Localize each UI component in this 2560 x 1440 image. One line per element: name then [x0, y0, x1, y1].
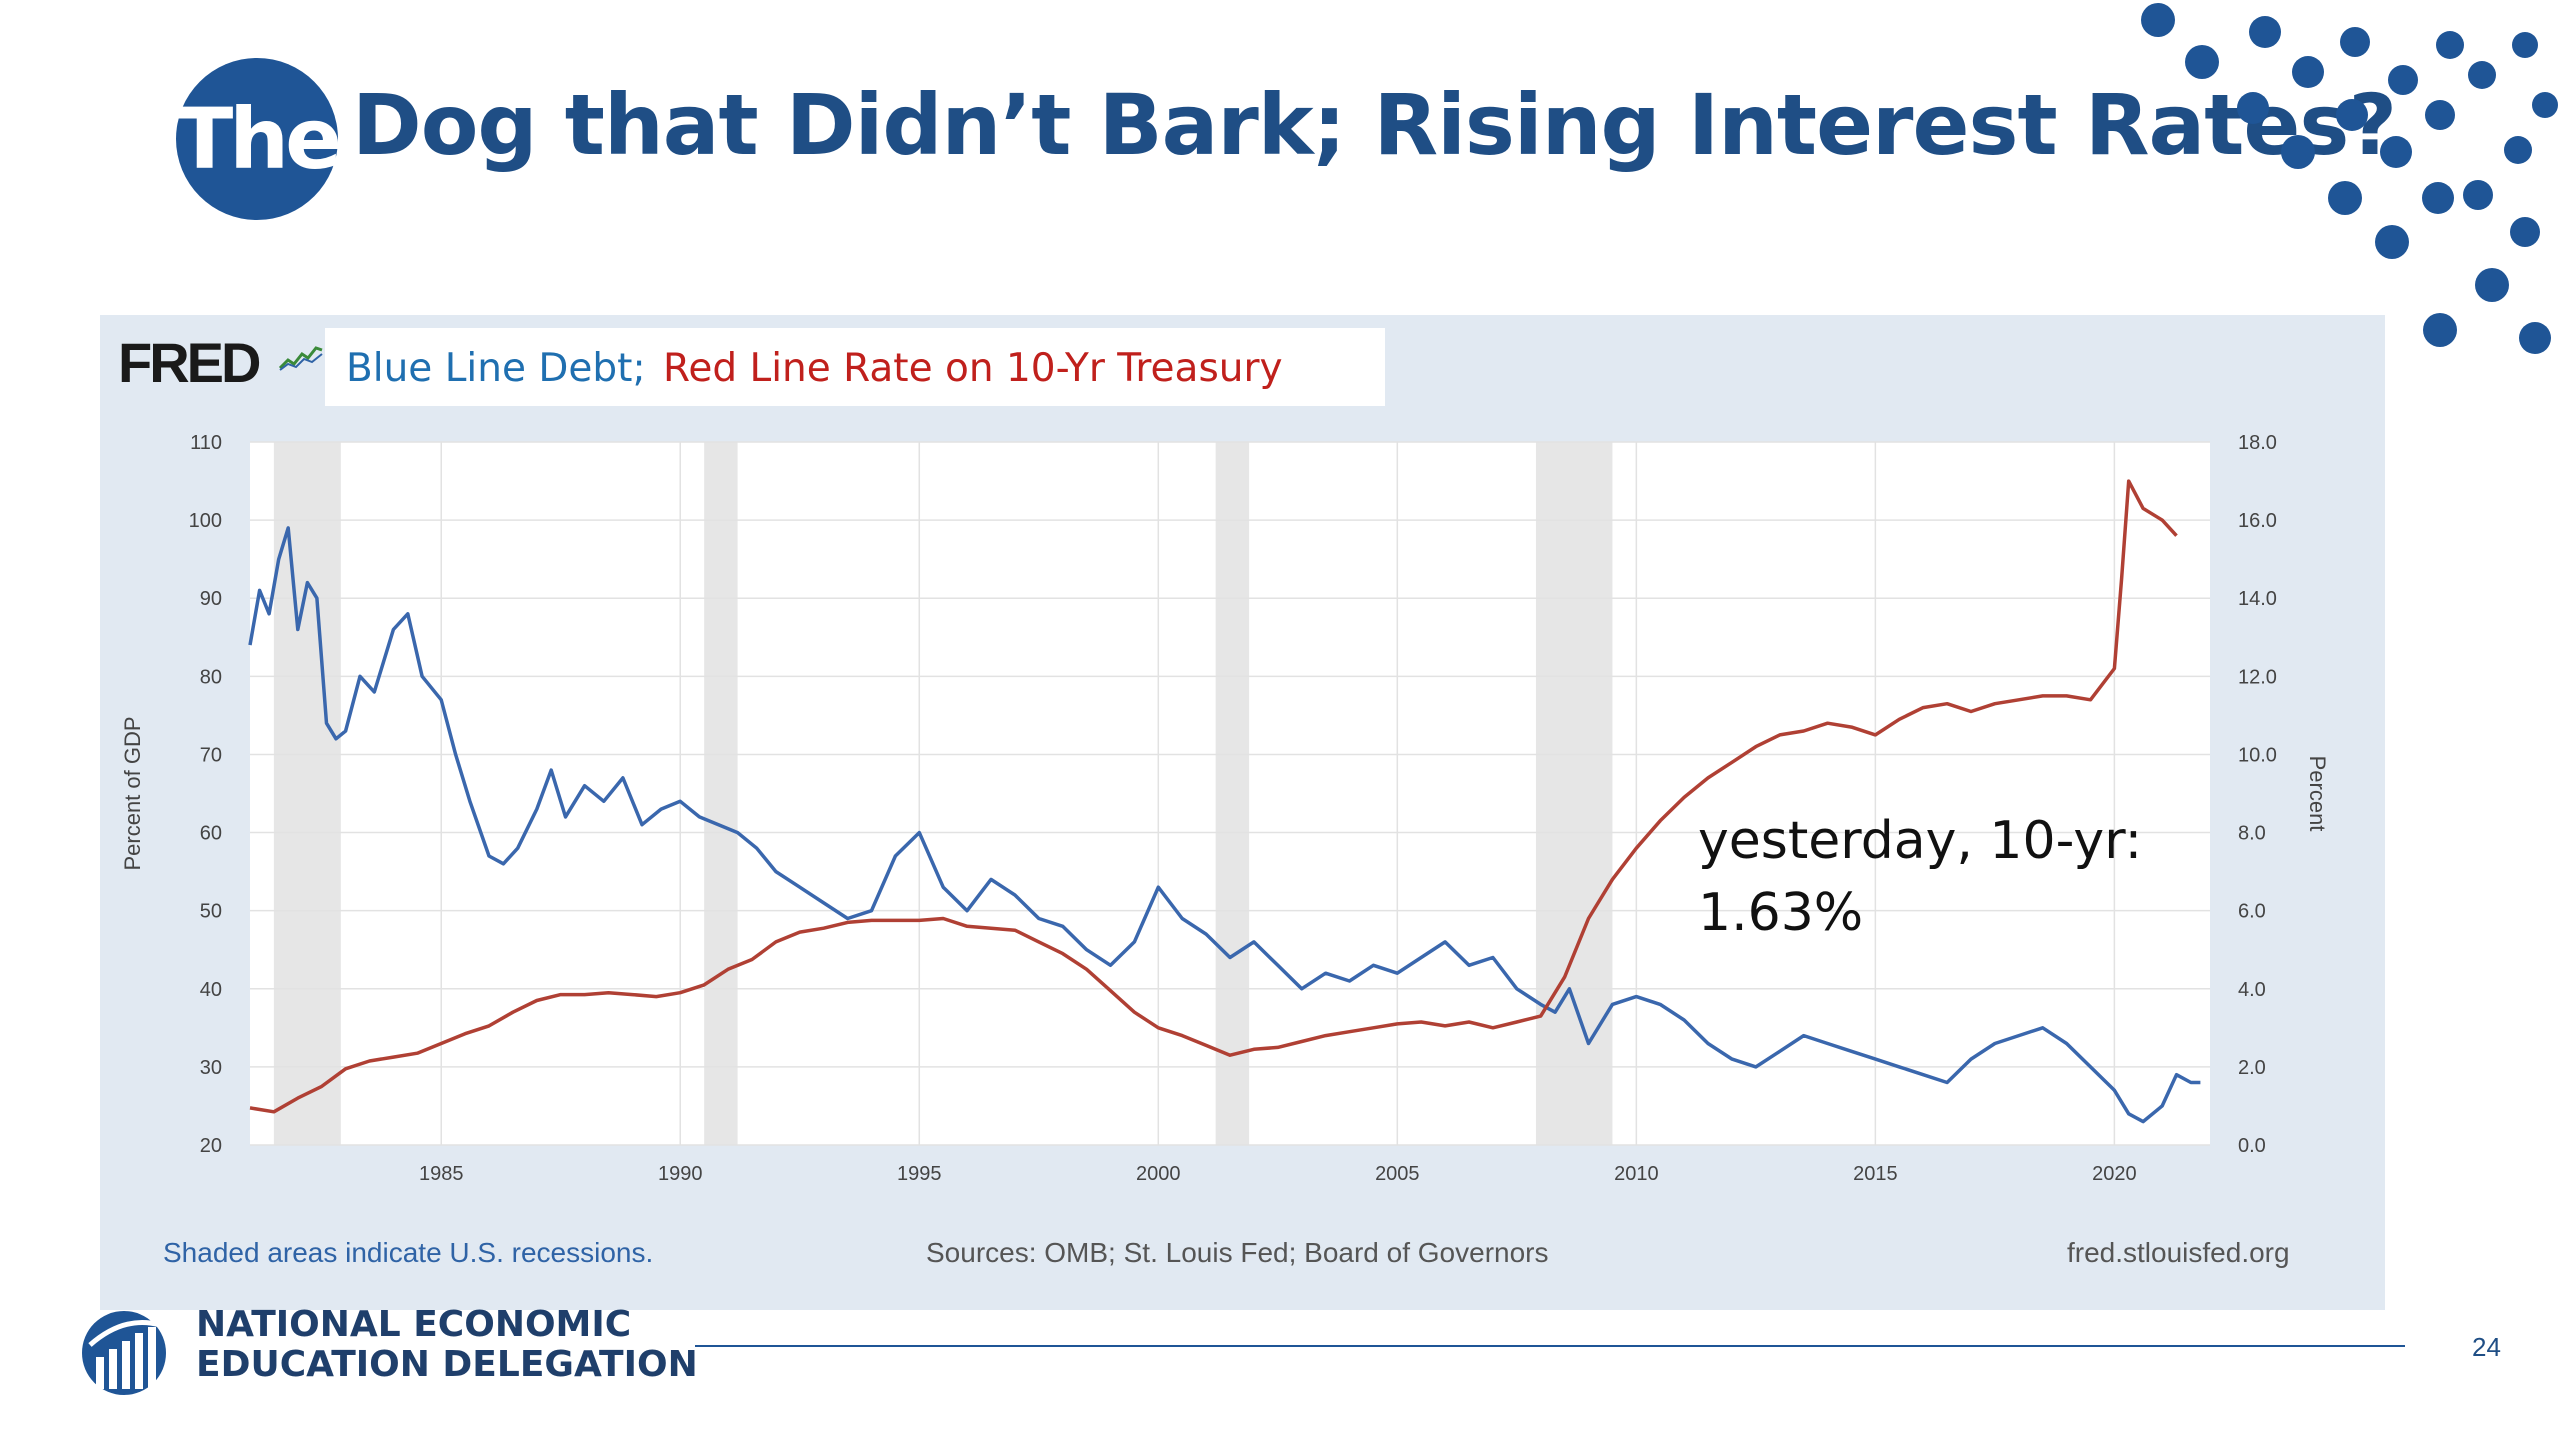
org-name-line1: NATIONAL ECONOMIC	[196, 1304, 632, 1345]
dot	[2141, 3, 2175, 37]
dot	[2380, 136, 2412, 168]
slide-title: The Dog that Didn’t Bark; Rising Interes…	[0, 0, 2560, 240]
x-tick: 2020	[2092, 1163, 2137, 1185]
dot	[2425, 100, 2455, 130]
fred-site-link[interactable]: fred.stlouisfed.org	[2067, 1237, 2290, 1268]
y-right-tick: 16.0	[2238, 510, 2277, 532]
y-right-tick: 18.0	[2238, 432, 2277, 454]
y-left-tick: 80	[200, 666, 222, 688]
recession-band	[1215, 442, 1250, 1145]
y-right-tick: 0.0	[2238, 1135, 2266, 1157]
dot	[2475, 268, 2509, 302]
chart-legend	[325, 328, 1385, 406]
y-right-tick: 2.0	[2238, 1057, 2266, 1079]
dot	[2519, 322, 2551, 354]
annotation-line2: 1.63%	[1698, 883, 1864, 943]
y-right-tick: 10.0	[2238, 744, 2277, 766]
dot	[2336, 99, 2368, 131]
dot	[2375, 225, 2409, 259]
dot	[2468, 61, 2496, 89]
dot	[2512, 32, 2538, 58]
recession-band	[1535, 442, 1613, 1145]
footer-divider	[695, 1345, 2405, 1347]
page-title: Dog that Didn’t Bark; Rising Interest Ra…	[352, 76, 2397, 174]
y-left-tick: 60	[200, 823, 222, 845]
x-tick: 1985	[419, 1163, 464, 1185]
annotation-line1: yesterday, 10-yr:	[1698, 811, 2143, 871]
x-tick: 2015	[1853, 1163, 1898, 1185]
y-left-tick: 70	[200, 744, 222, 766]
legend-debt: Blue Line Debt;	[346, 346, 646, 391]
dot	[2281, 135, 2315, 169]
y-right-tick: 12.0	[2238, 666, 2277, 688]
dot	[2388, 65, 2418, 95]
recession-note: Shaded areas indicate U.S. recessions.	[163, 1237, 654, 1268]
chart-sources: Sources: OMB; St. Louis Fed; Board of Go…	[926, 1237, 1549, 1268]
decorative-dots	[2141, 3, 2558, 354]
dot	[2510, 217, 2540, 247]
x-tick: 1995	[897, 1163, 942, 1185]
y-right-tick: 8.0	[2238, 823, 2266, 845]
recession-band	[273, 442, 341, 1145]
y-right-tick: 4.0	[2238, 979, 2266, 1001]
x-tick: 1990	[658, 1163, 703, 1185]
y-left-tick: 50	[200, 901, 222, 923]
title-circle: The	[176, 58, 342, 220]
page-number: 24	[2472, 1332, 2501, 1362]
dot	[2532, 92, 2558, 118]
rate-series-line	[249, 479, 2178, 1114]
dot	[2504, 136, 2532, 164]
dot	[2423, 313, 2457, 347]
y-left-tick: 100	[189, 510, 222, 532]
y-right-tick: 14.0	[2238, 588, 2277, 610]
y-left-axis-title: Percent of GDP	[120, 716, 145, 870]
chart-annotation: yesterday, 10-yr: 1.63%	[1698, 805, 2142, 949]
y-right-axis-title: Percent	[2305, 756, 2330, 832]
dot	[2237, 92, 2269, 124]
y-left-tick: 110	[190, 432, 222, 454]
chart-svg: 20 0.0 30 2.0 40 4.0 50 6.0 60 8.0 70 10.0 80 12.0 90 1…	[120, 432, 2330, 1185]
org-name-line2: EDUCATION DELEGATION	[196, 1344, 698, 1385]
dot	[2422, 182, 2454, 214]
x-tick: 2010	[1614, 1163, 1659, 1185]
fred-logo: FRED	[118, 331, 261, 394]
dot	[2436, 31, 2464, 59]
y-left-tick: 90	[200, 588, 222, 610]
x-tick: 2000	[1136, 1163, 1181, 1185]
fred-sparkline-icon	[278, 346, 323, 371]
dot	[2185, 45, 2219, 79]
y-left-tick: 30	[200, 1057, 222, 1079]
recession-band	[704, 442, 738, 1145]
organization-name: NATIONAL ECONOMIC EDUCATION DELEGATION	[196, 1305, 698, 1385]
y-right-tick: 6.0	[2238, 901, 2266, 923]
dot	[2463, 180, 2493, 210]
legend-rate: Red Line Rate on 10-Yr Treasury	[663, 346, 1283, 391]
dot	[2292, 56, 2324, 88]
debt-series-line	[248, 526, 2201, 1124]
dot	[2249, 16, 2281, 48]
y-left-tick: 20	[200, 1135, 222, 1157]
x-tick: 2005	[1375, 1163, 1420, 1185]
nationaled-logo-icon	[82, 1311, 166, 1395]
dot	[2340, 27, 2370, 57]
dot	[2328, 181, 2362, 215]
y-left-tick: 40	[200, 979, 222, 1001]
